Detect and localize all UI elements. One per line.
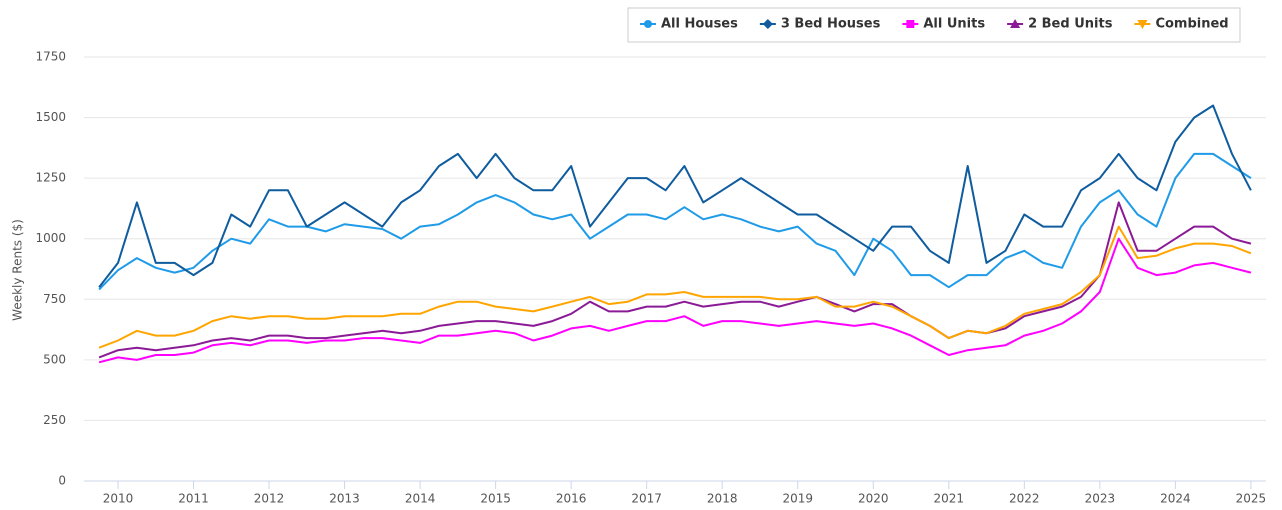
series-line	[98, 152, 1252, 291]
y-tick-label: 0	[58, 474, 66, 488]
x-tick-label: 2011	[178, 492, 209, 506]
x-tick-label: 2022	[1009, 492, 1040, 506]
y-tick-label: 1500	[35, 110, 66, 124]
legend-marker	[644, 20, 652, 28]
legend-marker	[1137, 20, 1148, 29]
x-tick-label: 2019	[782, 492, 813, 506]
x-tick-label: 2010	[103, 492, 134, 506]
legend-label[interactable]: All Houses	[661, 17, 738, 32]
x-tick-label: 2020	[858, 492, 889, 506]
y-tick-label: 750	[43, 292, 66, 306]
series-line	[98, 225, 1252, 349]
x-tick-label: 2021	[934, 492, 965, 506]
y-tick-label: 500	[43, 352, 66, 366]
x-tick-label: 2023	[1085, 492, 1116, 506]
legend-label[interactable]: 2 Bed Units	[1028, 17, 1113, 32]
legend-marker	[1010, 19, 1021, 28]
series-line	[98, 201, 1252, 359]
legend-marker	[906, 20, 915, 28]
x-tick-label: 2014	[405, 492, 436, 506]
legend-marker	[762, 19, 773, 29]
y-tick-label: 1250	[35, 171, 66, 185]
x-tick-label: 2024	[1160, 492, 1191, 506]
x-tick-label: 2016	[556, 492, 587, 506]
x-tick-label: 2013	[329, 492, 360, 506]
x-tick-label: 2018	[707, 492, 738, 506]
series-line	[98, 237, 1252, 364]
y-tick-label: 250	[43, 413, 66, 427]
legend-label[interactable]: All Units	[923, 17, 985, 32]
x-tick-label: 2017	[631, 492, 662, 506]
x-tick-label: 2012	[254, 492, 285, 506]
legend-label[interactable]: Combined	[1155, 17, 1228, 32]
y-tick-label: 1000	[35, 231, 66, 245]
x-tick-label: 2015	[480, 492, 511, 506]
legend-label[interactable]: 3 Bed Houses	[781, 17, 881, 32]
y-axis-label: Weekly Rents ($)	[11, 219, 25, 321]
x-tick-label: 2025	[1236, 492, 1267, 506]
series-line	[98, 104, 1252, 288]
y-tick-label: 1750	[35, 50, 66, 64]
